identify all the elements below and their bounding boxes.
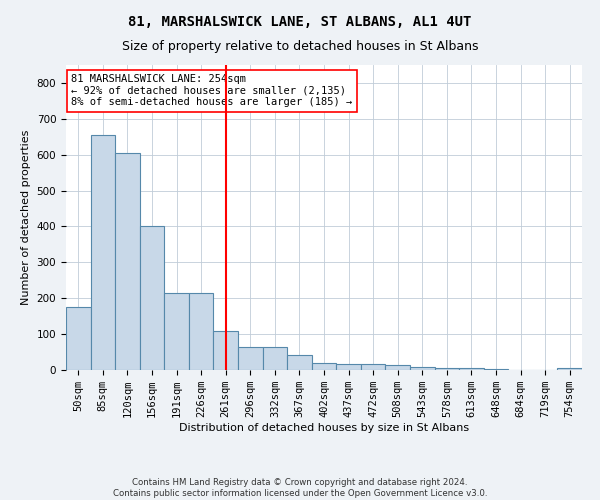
Bar (557, 368, 582, 370)
Text: Size of property relative to detached houses in St Albans: Size of property relative to detached ho… (122, 40, 478, 53)
Bar (189, 293, 214, 370)
Bar (164, 293, 189, 370)
Bar (336, 364, 361, 370)
Text: 81, MARSHALSWICK LANE, ST ALBANS, AL1 4UT: 81, MARSHALSWICK LANE, ST ALBANS, AL1 4U… (128, 15, 472, 29)
Bar (410, 367, 434, 370)
Bar (214, 331, 238, 370)
Bar (115, 153, 140, 370)
Text: Contains HM Land Registry data © Crown copyright and database right 2024.
Contai: Contains HM Land Registry data © Crown c… (113, 478, 487, 498)
X-axis label: Distribution of detached houses by size in St Albans: Distribution of detached houses by size … (179, 423, 469, 433)
Bar (140, 226, 164, 370)
Bar (385, 366, 410, 370)
Y-axis label: Number of detached properties: Number of detached properties (21, 130, 31, 305)
Bar (238, 346, 263, 370)
Bar (361, 364, 385, 370)
Bar (434, 368, 459, 370)
Bar (459, 368, 484, 370)
Bar (66, 307, 91, 370)
Text: 81 MARSHALSWICK LANE: 254sqm
← 92% of detached houses are smaller (2,135)
8% of : 81 MARSHALSWICK LANE: 254sqm ← 92% of de… (71, 74, 352, 108)
Bar (287, 355, 312, 370)
Bar (312, 363, 336, 370)
Bar (263, 346, 287, 370)
Bar (484, 369, 508, 370)
Bar (91, 135, 115, 370)
